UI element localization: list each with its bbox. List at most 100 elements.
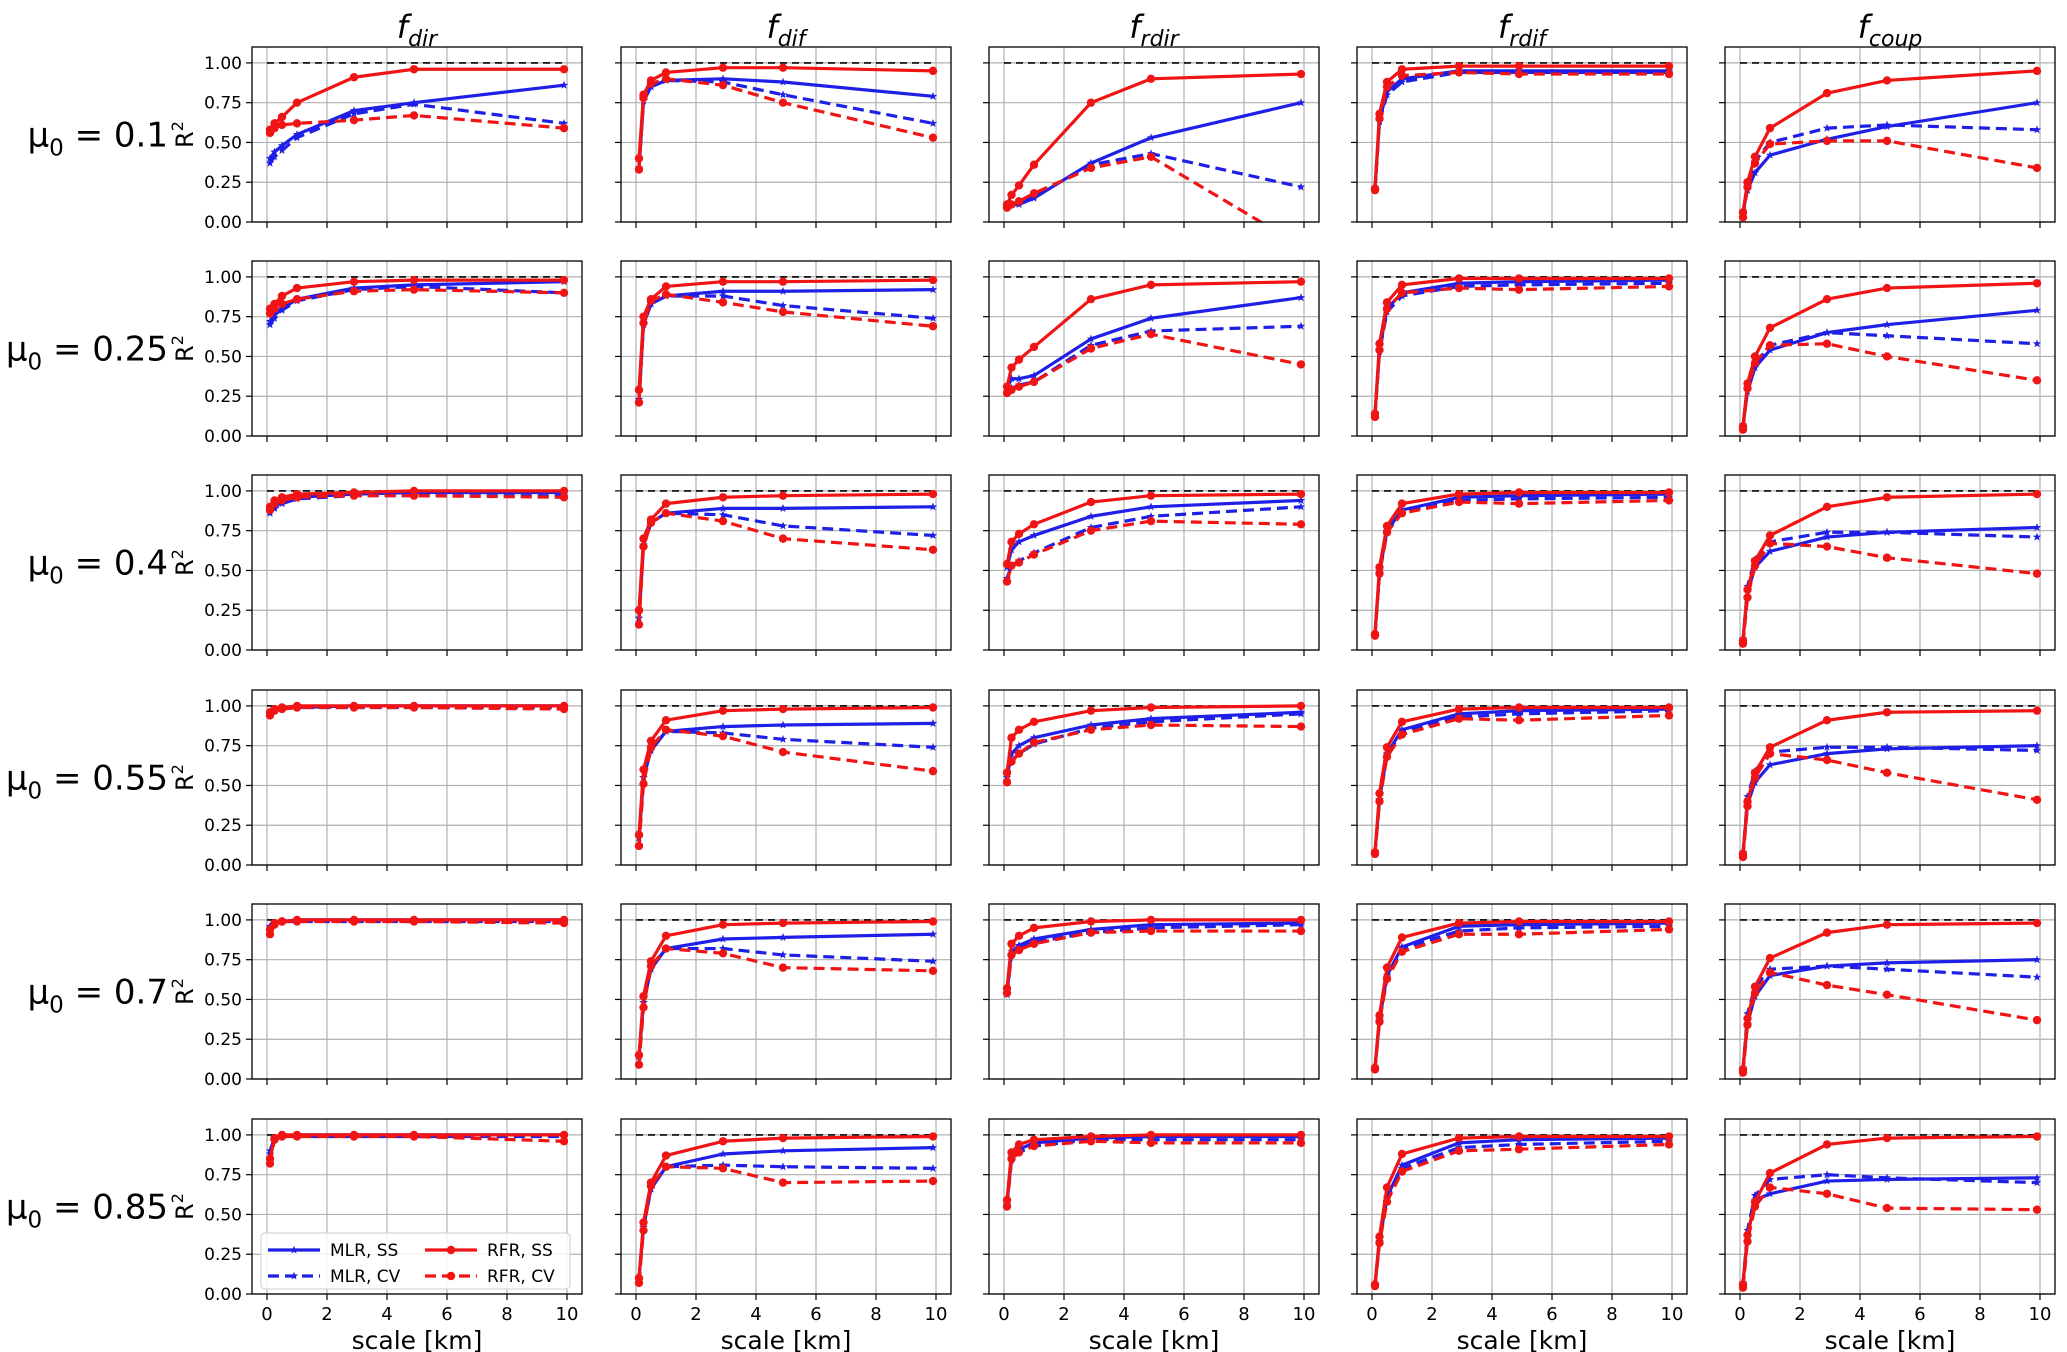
series-rfr-ss-point [2032, 489, 2042, 499]
series-rfr-ss-point [277, 112, 287, 122]
series-rfr-cv-point [1514, 716, 1524, 725]
series-rfr-ss-point [1454, 918, 1464, 928]
series-rfr-cv-point [1296, 1138, 1306, 1148]
series-rfr-ss-point [277, 291, 287, 301]
series-rfr-cv-point [1375, 1238, 1384, 1248]
axes-frame [620, 903, 952, 1080]
y-axis-label: R2 [168, 549, 199, 576]
axes-frame [251, 903, 583, 1080]
series-mlr-ss-point [2032, 741, 2042, 750]
series-mlr-cv-point [778, 521, 788, 530]
series-rfr-cv-point [1664, 711, 1674, 720]
row-label: μ0 = 0.85 [6, 1188, 168, 1234]
series-rfr-cv-line [1741, 970, 2038, 1073]
series-rfr-ss-point [2032, 706, 2042, 715]
series-mlr-ss-point [1086, 334, 1096, 343]
series-mlr-ss-line [1373, 1136, 1670, 1285]
series-mlr-ss-point [1007, 374, 1016, 383]
series-rfr-ss-point [1014, 181, 1024, 190]
plot-area [1002, 276, 1306, 398]
axes-frame [620, 46, 952, 223]
series-rfr-ss-point [1664, 703, 1674, 712]
x-tick-label: 2 [321, 1304, 332, 1325]
series-rfr-cv-point [928, 322, 938, 331]
series-mlr-ss-point [1765, 546, 1775, 555]
series-rfr-cv-point [661, 944, 671, 953]
series-mlr-cv-point [1382, 90, 1392, 99]
series-mlr-cv-point [1514, 494, 1524, 503]
y-tick-label: 0.50 [204, 133, 242, 153]
series-rfr-cv-point [1146, 516, 1156, 526]
series-rfr-ss-point [928, 66, 938, 76]
y-axis-label: R2 [168, 764, 199, 791]
legend-marker [289, 1245, 299, 1254]
series-rfr-ss-point [778, 704, 788, 714]
series-mlr-cv-line [1373, 70, 1669, 189]
series-rfr-cv-point [265, 1159, 275, 1168]
subplot-r6-c1: 0.00 0.25 0.50 0.75 1.00 0 2 4 6 8 10 scale [km] μ0 … [6, 1118, 583, 1352]
axes-frame [1724, 474, 2056, 651]
plot-area [1738, 489, 2042, 648]
series-rfr-cv-point [1382, 974, 1392, 983]
series-rfr-cv-point [1514, 69, 1524, 79]
series-rfr-cv-point [1014, 945, 1024, 955]
series-rfr-cv-point [1397, 1167, 1407, 1176]
series-rfr-cv-point [1370, 412, 1380, 422]
series-rfr-cv-point [409, 111, 419, 120]
series-mlr-cv-line [1741, 964, 2038, 1070]
series-mlr-ss-point [1146, 313, 1156, 322]
series-rfr-cv-point [1370, 185, 1380, 195]
series-mlr-cv-point [1397, 77, 1407, 86]
series-mlr-cv-point [778, 950, 788, 959]
subplot-r6-c4: 0 2 4 6 8 10 scale [km] [1351, 1118, 1688, 1352]
x-tick-label: 6 [810, 1304, 821, 1325]
series-rfr-ss-line [1005, 72, 1302, 206]
series-mlr-ss-point [1454, 1138, 1464, 1147]
series-mlr-ss-point [1146, 133, 1156, 142]
series-rfr-cv-point [270, 499, 279, 508]
series-mlr-cv-point [1296, 321, 1306, 330]
series-rfr-cv-point [1397, 947, 1407, 956]
series-rfr-cv-point [1882, 768, 1892, 777]
series-mlr-cv-point [1146, 511, 1156, 520]
series-mlr-cv-point [928, 742, 938, 751]
series-rfr-cv-point [1882, 990, 1892, 999]
axes-frame [251, 260, 583, 437]
series-mlr-cv-point [559, 118, 569, 127]
x-tick-label: 8 [1238, 1304, 1249, 1325]
series-rfr-cv-point [1002, 988, 1012, 998]
x-tick-label: 6 [1914, 1304, 1925, 1325]
series-rfr-ss-point [1029, 342, 1039, 352]
x-tick-label: 4 [1486, 1304, 1497, 1325]
series-rfr-cv-point [1029, 1141, 1039, 1151]
series-rfr-cv-point [646, 1181, 656, 1191]
subplot-r3-c4 [1351, 474, 1688, 656]
series-rfr-ss-point [778, 277, 788, 286]
series-rfr-ss-point [1086, 98, 1096, 107]
series-mlr-cv-point [718, 944, 728, 953]
series-rfr-ss-point [928, 275, 938, 285]
series-rfr-ss-point [409, 65, 419, 74]
series-rfr-cv-point [634, 620, 644, 629]
plot-area [1002, 701, 1306, 787]
series-rfr-cv-line [1373, 713, 1670, 854]
series-rfr-cv-point [1375, 797, 1384, 806]
series-rfr-ss-point [1822, 716, 1832, 725]
series-rfr-ss-point [349, 73, 359, 82]
x-axis-label: scale [km] [1089, 1326, 1220, 1352]
series-mlr-ss-point [718, 722, 728, 731]
series-rfr-ss-point [1454, 489, 1464, 499]
series-rfr-cv-point [292, 493, 302, 502]
column-title: fdir [397, 8, 439, 52]
axes-frame [1724, 689, 2056, 866]
series-mlr-cv-point [409, 99, 419, 108]
plot-area [265, 915, 569, 939]
x-tick-label: 4 [1854, 1304, 1865, 1325]
plot-area [634, 1132, 938, 1288]
series-rfr-ss-point [1664, 1132, 1674, 1141]
series-rfr-cv-point [1738, 639, 1748, 648]
legend-item-mlr-cv: MLR, CV [268, 1267, 401, 1287]
series-mlr-cv-line [1006, 151, 1302, 208]
x-tick-label: 4 [750, 1304, 761, 1325]
y-tick-label: 0.00 [204, 213, 242, 233]
